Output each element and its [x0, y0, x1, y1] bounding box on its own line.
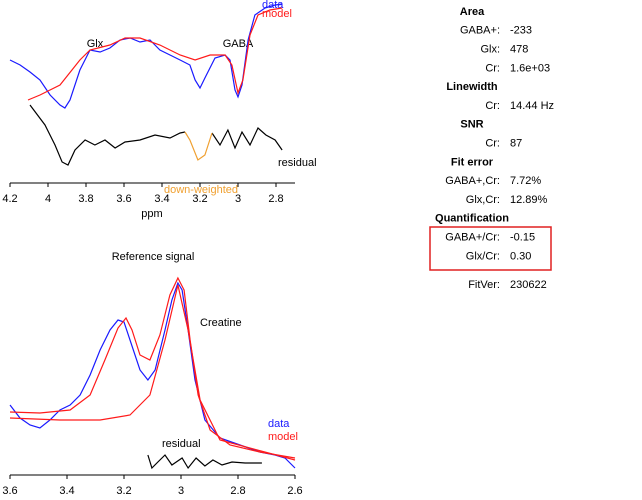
row-label: Glx,Cr: — [466, 194, 500, 206]
x-axis-label: ppm — [141, 208, 162, 220]
x-tick-label: 3.8 — [78, 193, 93, 205]
chart-title: Reference signal — [112, 251, 195, 263]
row-label: Glx/Cr: — [466, 250, 500, 262]
row-label: Cr: — [485, 62, 500, 74]
row-value: -233 — [510, 25, 532, 37]
row-value: 230622 — [510, 279, 547, 291]
x-tick-label: 3.2 — [192, 193, 207, 205]
x-tick-label: 3.6 — [116, 193, 131, 205]
series-label: residual — [162, 438, 201, 450]
series-line — [9, 284, 296, 461]
series-line — [9, 3, 283, 109]
series-line — [29, 104, 283, 166]
section-title: Area — [460, 6, 485, 18]
row-value: 87 — [510, 138, 522, 150]
series-label: residual — [278, 157, 317, 169]
section-title: Fit error — [451, 156, 494, 168]
annotation: Glx — [87, 38, 104, 50]
highlight-box — [429, 226, 552, 271]
x-tick-label: 3.6 — [2, 485, 17, 497]
series-label: model — [268, 431, 298, 443]
section-title: Quantification — [435, 213, 509, 225]
x-tick-label: 3.2 — [116, 485, 131, 497]
row-label: GABA+,Cr: — [445, 175, 500, 187]
row-value: -0.15 — [510, 232, 535, 244]
row-value: 12.89% — [510, 194, 548, 206]
x-tick-label: 2.8 — [268, 193, 283, 205]
x-tick-label: 2.6 — [287, 485, 302, 497]
x-tick-label: 3 — [235, 193, 241, 205]
x-tick-label: 3.4 — [59, 485, 74, 497]
series-label: model — [262, 8, 292, 20]
series-label: data — [268, 418, 290, 430]
row-label: Cr: — [485, 138, 500, 150]
x-tick-label: 3 — [178, 485, 184, 497]
series-line — [9, 281, 296, 469]
x-tick-label: 2.8 — [230, 485, 245, 497]
series-line — [9, 276, 296, 459]
row-value: 14.44 Hz — [510, 100, 554, 112]
row-value: 1.6e+03 — [510, 62, 550, 74]
series-line — [147, 454, 262, 470]
annotation: down-weighted — [164, 184, 238, 196]
section-title: Linewidth — [446, 81, 498, 93]
section-title: SNR — [460, 119, 483, 131]
row-label: Cr: — [485, 100, 500, 112]
row-label: FitVer: — [468, 279, 500, 291]
series-line — [27, 7, 283, 101]
row-label: Glx: — [480, 44, 500, 56]
row-value: 478 — [510, 44, 528, 56]
row-value: 0.30 — [510, 250, 531, 262]
series-line — [184, 131, 213, 161]
row-label: GABA+/Cr: — [445, 232, 500, 244]
x-tick-label: 4.2 — [2, 193, 17, 205]
annotation: Creatine — [200, 317, 242, 329]
row-label: GABA+: — [460, 25, 500, 37]
x-tick-label: 3.4 — [154, 193, 169, 205]
x-tick-label: 4 — [45, 193, 51, 205]
annotation: GABA — [223, 38, 254, 50]
row-value: 7.72% — [510, 175, 541, 187]
